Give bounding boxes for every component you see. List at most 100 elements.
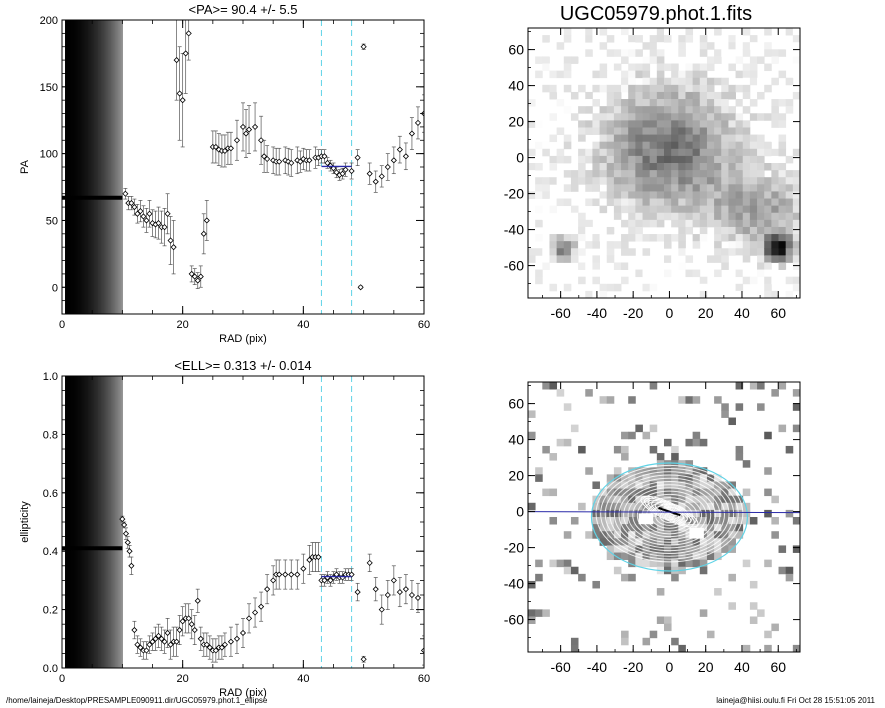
pa-marker bbox=[324, 159, 331, 167]
ell-marker bbox=[119, 516, 126, 523]
fits-pixel bbox=[757, 56, 765, 64]
pa-marker bbox=[221, 147, 228, 155]
ell-point bbox=[152, 626, 159, 651]
fits-pixel bbox=[757, 290, 765, 298]
model-pixel bbox=[699, 488, 708, 497]
fits-pixel bbox=[728, 234, 736, 242]
model-pixel bbox=[714, 474, 722, 482]
model-pixel bbox=[585, 389, 593, 397]
fits-pixel bbox=[649, 42, 658, 50]
ell-xtick-label: 20 bbox=[177, 673, 189, 685]
ell-marker bbox=[321, 577, 328, 584]
fits-pixel bbox=[642, 148, 651, 157]
ell-point bbox=[143, 641, 150, 660]
pa-point bbox=[294, 146, 301, 175]
fits-pixel bbox=[563, 134, 572, 143]
fits-pixel bbox=[656, 155, 665, 164]
fits-pixel bbox=[656, 84, 665, 93]
fits-pixel bbox=[621, 170, 629, 178]
fits-xtick-label: 60 bbox=[770, 305, 786, 321]
pa-point bbox=[128, 196, 135, 211]
ell-plot bbox=[61, 375, 425, 669]
model-pixel bbox=[613, 538, 622, 546]
fits-pixel bbox=[721, 191, 729, 199]
fits-pixel bbox=[549, 283, 558, 292]
fits-pixel bbox=[778, 212, 787, 221]
fits-pixel bbox=[714, 113, 722, 121]
fits-pixel bbox=[749, 198, 758, 207]
model-xtick-label: 60 bbox=[770, 659, 786, 675]
fits-pixel bbox=[792, 226, 800, 235]
fits-pixel bbox=[542, 56, 550, 64]
fits-pixel bbox=[742, 269, 751, 278]
fits-pixel bbox=[764, 177, 772, 185]
fits-pixel bbox=[757, 134, 765, 143]
isophote-ellipse bbox=[604, 471, 735, 557]
ell-point bbox=[149, 632, 156, 651]
fits-pixel bbox=[678, 70, 686, 79]
fits-pixel bbox=[664, 113, 672, 121]
fits-pixel bbox=[742, 212, 751, 221]
model-pixel bbox=[613, 531, 622, 539]
fits-pixel bbox=[592, 113, 600, 121]
fits-pixel bbox=[656, 234, 665, 242]
fits-pixel bbox=[535, 163, 543, 171]
fits-pixel bbox=[778, 219, 787, 228]
fits-ytick-label: 40 bbox=[508, 78, 524, 94]
fits-pixel bbox=[649, 155, 658, 164]
pa-inner-band bbox=[99, 20, 102, 314]
model-pixel bbox=[649, 630, 658, 639]
ell-point bbox=[372, 577, 379, 602]
fits-pixel bbox=[728, 170, 736, 178]
fits-pixel bbox=[628, 91, 636, 100]
fits-pixel bbox=[535, 248, 543, 256]
fits-pixel bbox=[792, 283, 800, 292]
pa-marker bbox=[402, 153, 409, 160]
fits-pixel bbox=[778, 248, 787, 256]
ell-marker bbox=[158, 635, 165, 642]
isophote-ellipse bbox=[595, 464, 744, 563]
fits-pixel bbox=[728, 106, 736, 114]
model-pixel bbox=[649, 495, 658, 504]
model-xtick-label: -60 bbox=[551, 659, 571, 675]
fits-pixel bbox=[678, 49, 686, 57]
fits-pixel bbox=[742, 141, 751, 150]
ell-inner-band bbox=[66, 376, 69, 668]
fits-pixel bbox=[785, 241, 794, 249]
pa-marker bbox=[134, 210, 141, 217]
ell-inner-band bbox=[73, 376, 76, 668]
ell-point bbox=[158, 626, 165, 651]
fits-pixel bbox=[628, 191, 636, 199]
model-pixel bbox=[628, 524, 636, 532]
fits-pixel bbox=[749, 56, 758, 64]
fits-pixel bbox=[606, 113, 615, 121]
model-pixel bbox=[735, 445, 744, 454]
ell-plot-area bbox=[62, 376, 424, 668]
ell-marker bbox=[288, 571, 295, 578]
fits-pixel bbox=[771, 170, 779, 178]
fits-pixel bbox=[771, 99, 779, 107]
fits-pixel bbox=[628, 184, 636, 192]
ell-ytick-label: 0.6 bbox=[43, 488, 58, 500]
fits-pixel bbox=[685, 163, 694, 171]
fits-pixel bbox=[721, 106, 729, 114]
fits-pixel bbox=[706, 134, 715, 143]
ell-marker bbox=[372, 586, 379, 593]
model-pixel bbox=[721, 509, 729, 518]
fits-title: UGC05979.phot.1.fits bbox=[560, 3, 752, 25]
fits-ytick-label: 60 bbox=[508, 42, 524, 58]
fits-pixel bbox=[771, 276, 779, 285]
model-pixel bbox=[699, 438, 708, 447]
model-pixel bbox=[671, 453, 679, 461]
fits-pixel bbox=[742, 155, 751, 164]
fits-pixel bbox=[692, 70, 701, 79]
fits-pixel bbox=[692, 84, 701, 93]
fits-pixel bbox=[628, 219, 636, 228]
fits-pixel bbox=[613, 219, 622, 228]
fits-pixel bbox=[549, 49, 558, 57]
pa-inner-band bbox=[75, 20, 78, 314]
model-pixel bbox=[699, 517, 708, 525]
model-pixel bbox=[635, 467, 643, 475]
pa-marker bbox=[146, 210, 153, 217]
fits-pixel bbox=[606, 84, 615, 93]
